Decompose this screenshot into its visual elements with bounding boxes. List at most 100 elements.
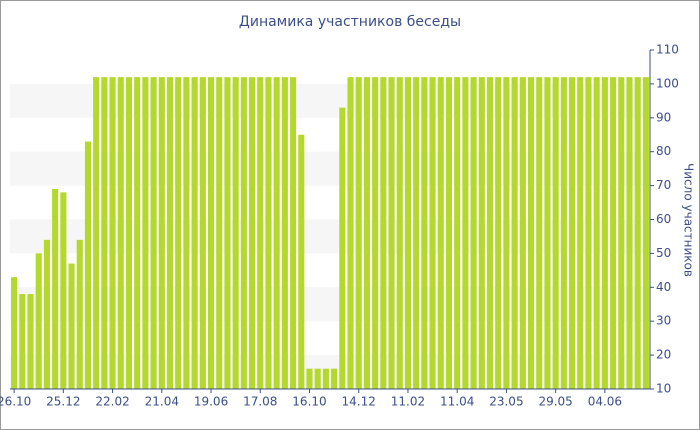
- bar: [134, 77, 141, 390]
- bar: [626, 77, 633, 390]
- grid-band: [10, 219, 650, 254]
- bar: [355, 77, 362, 390]
- bar: [610, 77, 617, 390]
- bar: [552, 77, 559, 390]
- x-tick-label: 19.06: [194, 395, 228, 409]
- bar: [544, 77, 551, 390]
- bar: [462, 77, 469, 390]
- y-tick-label: 80: [656, 144, 671, 158]
- bar: [454, 77, 461, 390]
- bar: [519, 77, 526, 390]
- bar: [445, 77, 453, 390]
- bar: [372, 77, 379, 390]
- x-tick-label: 23.05: [489, 395, 523, 409]
- bar: [265, 77, 272, 390]
- bar: [593, 77, 600, 390]
- bar: [207, 77, 215, 390]
- bar: [281, 77, 288, 390]
- bar: [478, 77, 485, 390]
- bar: [503, 77, 510, 390]
- bar: [273, 77, 280, 390]
- bar: [618, 77, 625, 390]
- bar: [511, 77, 518, 390]
- bar: [52, 188, 59, 389]
- y-tick-label: 30: [656, 314, 671, 328]
- x-tick-label: 17.08: [243, 395, 277, 409]
- bar: [347, 77, 354, 390]
- y-tick-label: 100: [656, 76, 679, 90]
- bar: [76, 239, 83, 389]
- bar: [257, 77, 264, 390]
- bar: [166, 77, 174, 390]
- bar: [117, 77, 124, 390]
- bar: [437, 77, 444, 390]
- bar: [125, 77, 133, 390]
- x-tick-label: 11.04: [440, 395, 474, 409]
- bar: [240, 77, 247, 390]
- x-tick-label: 16.10: [292, 395, 326, 409]
- bar: [363, 77, 370, 390]
- grid-band: [10, 151, 650, 186]
- bar: [298, 134, 305, 389]
- bar: [470, 77, 477, 390]
- x-tick-label: 26.10: [0, 395, 31, 409]
- y-tick-label: 10: [656, 382, 671, 396]
- x-tick-label: 04.06: [588, 395, 622, 409]
- bar: [84, 141, 91, 389]
- bar: [191, 77, 198, 390]
- y-tick-label: 20: [656, 348, 671, 362]
- bar: [642, 77, 649, 390]
- bar: [216, 77, 223, 390]
- bar: [11, 277, 18, 389]
- bar: [27, 294, 34, 389]
- x-tick-label: 11.02: [391, 395, 425, 409]
- bar: [224, 77, 231, 390]
- bar: [322, 368, 329, 389]
- y-tick-label: 110: [656, 43, 679, 57]
- bar: [421, 77, 428, 390]
- bar: [601, 77, 608, 390]
- y-axis-label: Число участников: [682, 163, 696, 277]
- bar: [101, 77, 108, 390]
- bar: [380, 77, 387, 390]
- bar: [413, 77, 420, 390]
- bar: [158, 77, 165, 390]
- chart-title: Динамика участников беседы: [239, 14, 461, 30]
- bar: [35, 253, 42, 389]
- bar: [109, 77, 116, 390]
- bar: [43, 239, 50, 389]
- bar: [314, 368, 321, 389]
- bar: [560, 77, 567, 390]
- y-tick-label: 70: [656, 178, 671, 192]
- bar: [306, 368, 313, 389]
- x-tick-label: 14.12: [342, 395, 376, 409]
- y-tick-label: 50: [656, 246, 671, 260]
- bar: [60, 192, 67, 389]
- bar: [527, 77, 535, 390]
- bar: [404, 77, 411, 390]
- bar: [569, 77, 576, 390]
- bar: [585, 77, 592, 390]
- grid-band: [10, 287, 650, 322]
- bar: [577, 77, 584, 390]
- bar: [68, 263, 75, 389]
- x-tick-label: 22.02: [95, 395, 129, 409]
- bar: [150, 77, 157, 390]
- y-tick-label: 60: [656, 212, 671, 226]
- bar: [142, 77, 149, 390]
- bar: [536, 77, 543, 390]
- bar: [93, 77, 100, 390]
- bar: [183, 77, 190, 390]
- bar: [396, 77, 403, 390]
- grid-band: [10, 355, 650, 389]
- bar: [388, 77, 395, 390]
- bar: [331, 368, 338, 389]
- bar: [249, 77, 256, 390]
- x-tick-label: 21.04: [145, 395, 179, 409]
- bar: [232, 77, 239, 390]
- bar: [19, 294, 26, 389]
- bar: [486, 77, 494, 390]
- bar: [634, 77, 641, 390]
- y-tick-label: 40: [656, 280, 671, 294]
